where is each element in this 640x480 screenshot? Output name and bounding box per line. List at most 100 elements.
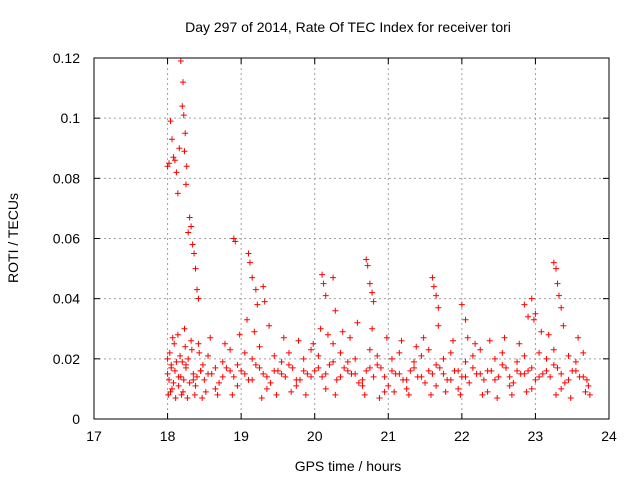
data-point	[521, 301, 528, 308]
data-point	[435, 304, 442, 311]
data-point	[267, 379, 274, 386]
data-point	[565, 352, 572, 359]
y-tick-label: 0.08	[53, 170, 80, 186]
data-point	[180, 79, 187, 86]
data-point	[212, 385, 219, 392]
x-axis-label: GPS time / hours	[295, 458, 402, 474]
data-point	[506, 373, 513, 380]
data-point	[194, 286, 200, 293]
data-point	[252, 361, 259, 368]
data-point	[370, 298, 377, 305]
data-point	[407, 367, 414, 374]
data-point	[244, 316, 251, 323]
data-point	[263, 373, 270, 380]
data-point	[553, 265, 560, 272]
data-point	[202, 388, 209, 395]
data-point	[241, 349, 248, 356]
data-point	[501, 334, 508, 341]
scatter-points	[164, 58, 593, 401]
data-point	[586, 391, 593, 398]
data-point	[180, 376, 187, 383]
data-point	[337, 373, 344, 380]
data-point	[550, 346, 557, 353]
data-point	[246, 259, 253, 266]
data-point	[164, 355, 171, 362]
data-point	[440, 370, 447, 377]
data-point	[462, 358, 469, 365]
chart-title: Day 297 of 2014, Rate Of TEC Index for r…	[185, 19, 511, 35]
data-point	[249, 274, 256, 281]
data-point	[582, 388, 589, 395]
data-point	[180, 388, 187, 395]
y-tick-label: 0.12	[53, 50, 80, 66]
data-point	[429, 274, 436, 281]
data-point	[550, 259, 557, 266]
data-point	[494, 394, 501, 401]
data-point	[304, 370, 311, 377]
data-point	[188, 337, 195, 344]
data-point	[480, 376, 487, 383]
x-tick-label: 24	[601, 428, 617, 444]
data-point	[457, 391, 464, 398]
data-point	[447, 349, 454, 356]
data-point	[191, 391, 198, 398]
data-point	[553, 391, 560, 398]
data-point	[167, 388, 174, 395]
data-point	[528, 385, 535, 392]
data-point	[525, 313, 532, 320]
data-point	[173, 169, 180, 176]
data-point	[396, 349, 403, 356]
data-point	[484, 388, 491, 395]
data-point	[572, 358, 579, 365]
data-point	[177, 58, 184, 65]
data-point	[420, 334, 427, 341]
data-point	[558, 385, 565, 392]
data-point	[547, 373, 554, 380]
data-point	[322, 385, 329, 392]
grid-lines	[94, 58, 609, 419]
data-point	[479, 391, 486, 398]
data-point	[192, 265, 199, 272]
data-point	[433, 382, 440, 389]
data-point	[359, 382, 366, 389]
data-point	[207, 334, 214, 341]
data-point	[429, 370, 436, 377]
data-point	[583, 376, 590, 383]
data-point	[363, 256, 370, 263]
data-point	[167, 118, 174, 125]
data-point	[197, 367, 204, 374]
data-point	[364, 262, 371, 269]
data-point	[249, 355, 256, 362]
data-point	[339, 328, 346, 335]
data-point	[330, 274, 337, 281]
data-point	[435, 322, 442, 329]
data-point	[223, 364, 230, 371]
data-point	[344, 367, 351, 374]
data-point	[315, 364, 322, 371]
data-point	[575, 334, 582, 341]
data-point	[186, 214, 193, 221]
data-point	[182, 361, 189, 368]
data-point	[245, 250, 252, 257]
data-point	[261, 298, 268, 305]
data-point	[300, 367, 307, 374]
data-point	[355, 379, 362, 386]
data-point	[188, 346, 195, 353]
data-point	[311, 367, 318, 374]
data-point	[510, 379, 517, 386]
data-point	[532, 310, 539, 317]
data-point	[491, 355, 498, 362]
data-point	[341, 364, 348, 371]
data-point	[185, 355, 192, 362]
data-point	[477, 370, 484, 377]
data-point	[330, 358, 337, 365]
data-point	[332, 307, 339, 314]
data-point	[528, 295, 535, 302]
y-axis-label: ROTI / TECUs	[5, 193, 21, 283]
data-point	[352, 370, 359, 377]
data-point	[229, 391, 236, 398]
data-point	[525, 367, 532, 374]
data-point	[182, 343, 189, 350]
data-point	[322, 292, 329, 299]
data-point	[293, 382, 300, 389]
